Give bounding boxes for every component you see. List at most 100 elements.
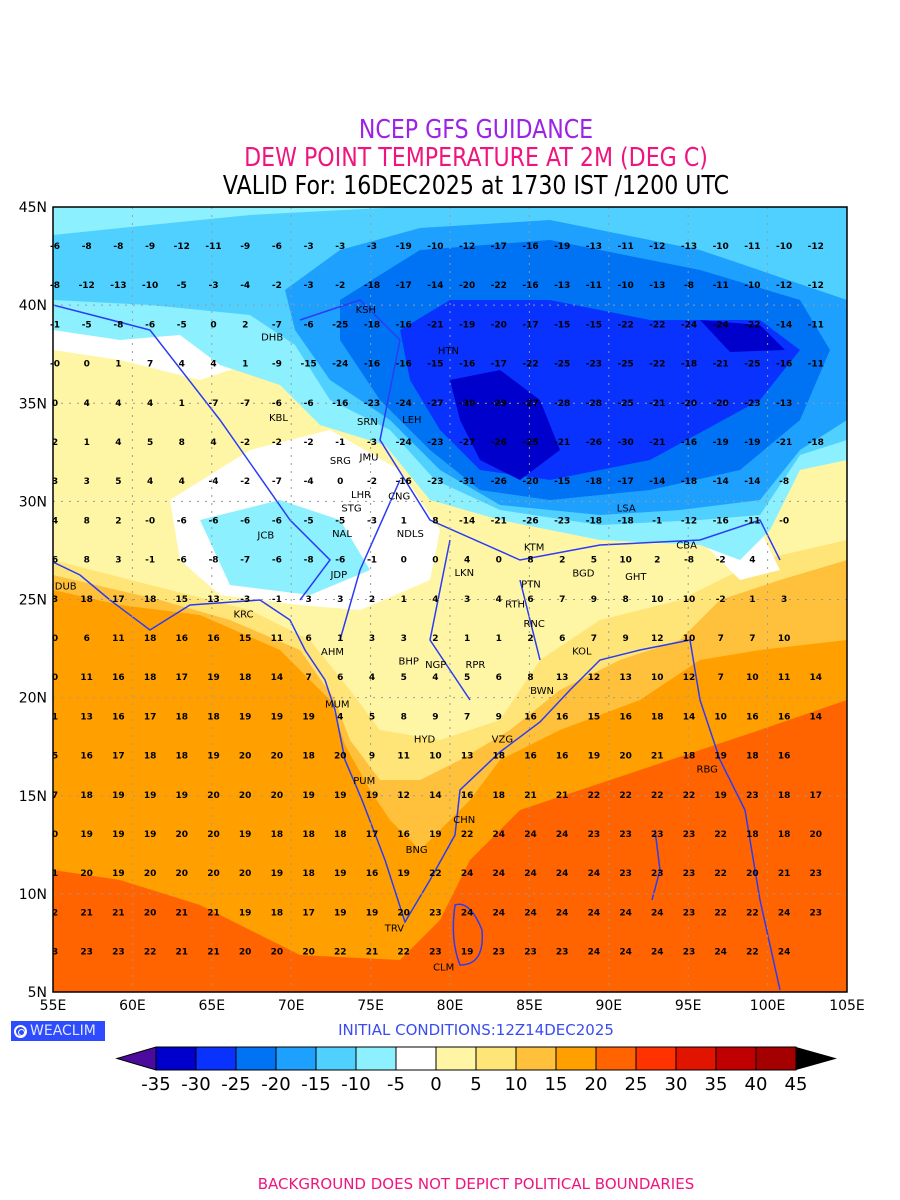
grid-value: 19 (144, 791, 157, 801)
grid-value: -10 (776, 242, 792, 252)
grid-value: -18 (617, 516, 633, 526)
grid-value: 24 (493, 830, 506, 840)
grid-value: 18 (778, 830, 791, 840)
city-label: RBG (697, 764, 718, 775)
grid-value: 12 (683, 673, 696, 683)
grid-value: 23 (80, 948, 93, 958)
grid-value: -6 (177, 556, 187, 566)
grid-value: -8 (779, 477, 789, 487)
grid-value: 4 (432, 595, 438, 605)
grid-value: -23 (586, 360, 602, 370)
grid-value: 22 (588, 791, 601, 801)
grid-value: 11 (778, 673, 791, 683)
grid-value: 18 (144, 595, 157, 605)
grid-value: 4 (147, 477, 153, 487)
grid-value: 4 (52, 516, 58, 526)
grid-value: -20 (459, 281, 475, 291)
grid-value: 19 (207, 752, 220, 762)
city-label: CNG (388, 492, 410, 503)
grid-value: 15 (239, 634, 252, 644)
grid-value: -27 (522, 399, 538, 409)
grid-value: 16 (746, 712, 759, 722)
grid-value: 24 (556, 869, 569, 879)
grid-value: 18 (144, 634, 157, 644)
grid-value: 1 (401, 595, 407, 605)
grid-value: 7 (591, 634, 597, 644)
grid-value: 4 (496, 595, 502, 605)
grid-value: 19 (144, 830, 157, 840)
grid-value: 0 (52, 673, 58, 683)
lat-label: 35N (19, 396, 47, 412)
grid-value: 13 (80, 712, 93, 722)
grid-value: 2 (52, 438, 58, 448)
grid-value: 10 (683, 595, 696, 605)
grid-value: 23 (112, 948, 125, 958)
grid-value: -4 (240, 281, 250, 291)
grid-value: 20 (271, 791, 284, 801)
grid-value: 4 (749, 556, 755, 566)
colorbar-label: 40 (745, 1074, 768, 1095)
title-model: NCEP GFS GUIDANCE (358, 115, 594, 145)
grid-value: -24 (396, 399, 412, 409)
grid-value: 22 (334, 948, 347, 958)
grid-value: -27 (427, 399, 443, 409)
grid-value: -2 (272, 281, 282, 291)
grid-value: 18 (302, 830, 315, 840)
grid-value: 14 (683, 712, 696, 722)
grid-value: 18 (80, 791, 93, 801)
colorbar-swatch (595, 1046, 637, 1071)
grid-value: 4 (464, 556, 470, 566)
grid-value: 0 (496, 556, 502, 566)
grid-value: -17 (396, 281, 412, 291)
grid-value: 23 (429, 908, 442, 918)
colorbar-label: -20 (261, 1074, 290, 1095)
grid-value: 18 (493, 791, 506, 801)
grid-value: 24 (619, 908, 632, 918)
grid-value: -10 (142, 281, 158, 291)
colorbar-swatch (275, 1046, 317, 1071)
grid-value: -18 (364, 281, 380, 291)
grid-value: 13 (461, 752, 474, 762)
city-label: HYD (414, 735, 436, 746)
grid-value: 8 (401, 712, 407, 722)
grid-value: -21 (649, 438, 665, 448)
grid-value: 19 (112, 830, 125, 840)
colorbar-label: 10 (505, 1074, 528, 1095)
grid-value: -12 (174, 242, 190, 252)
grid-value: 2 (369, 595, 375, 605)
grid-value: 23 (683, 830, 696, 840)
grid-value: 23 (524, 948, 537, 958)
grid-value: 4 (115, 399, 121, 409)
colorbar-label: -5 (387, 1074, 405, 1095)
grid-value: -6 (272, 399, 282, 409)
grid-value: -29 (491, 399, 507, 409)
grid-value: 23 (493, 948, 506, 958)
grid-value: -14 (459, 516, 475, 526)
grid-value: -11 (617, 242, 633, 252)
grid-value: 18 (302, 869, 315, 879)
grid-value: -21 (491, 516, 507, 526)
grid-value: -18 (681, 360, 697, 370)
grid-value: 16 (556, 712, 569, 722)
grid-value: 10 (429, 752, 442, 762)
grid-value: -7 (272, 477, 282, 487)
grid-value: 20 (619, 752, 632, 762)
grid-value: 24 (556, 830, 569, 840)
city-label: MUM (325, 699, 350, 710)
colorbar-swatch (315, 1046, 357, 1071)
grid-value: 2 (432, 634, 438, 644)
grid-value: -9 (240, 242, 250, 252)
grid-value: 23 (429, 948, 442, 958)
lon-label: 100E (750, 998, 786, 1014)
grid-value: 4 (179, 360, 185, 370)
city-label: KOL (572, 647, 592, 658)
grid-value: 23 (683, 908, 696, 918)
grid-value: 20 (176, 869, 189, 879)
grid-value: -13 (649, 281, 665, 291)
lat-label: 40N (19, 298, 47, 314)
grid-value: -10 (713, 242, 729, 252)
city-label: VZG (492, 735, 513, 746)
grid-value: 9 (369, 752, 375, 762)
grid-value: -14 (649, 477, 665, 487)
grid-value: 20 (207, 830, 220, 840)
